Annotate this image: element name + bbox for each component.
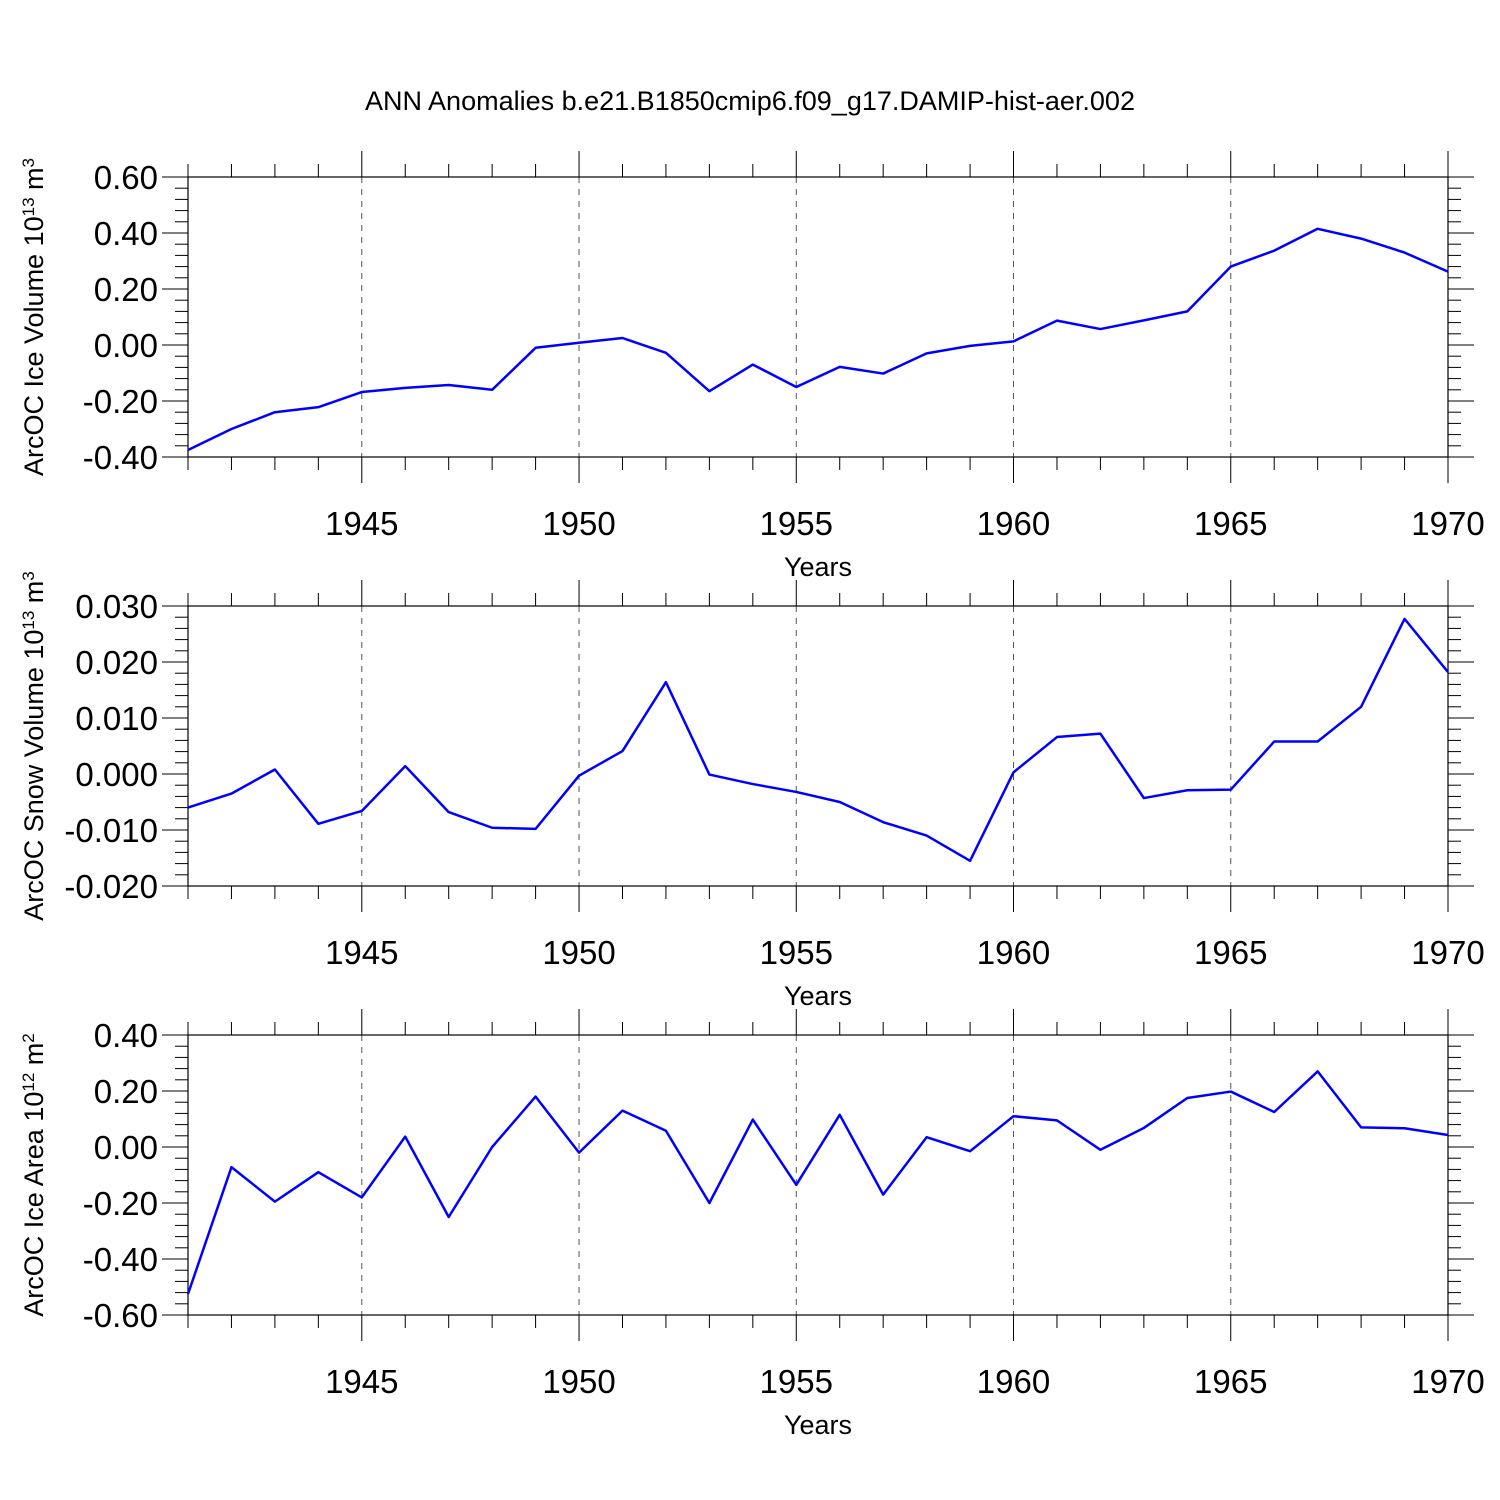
panel-2-y-axis-title: ArcOC Snow Volume 1013 m3 [19,571,50,921]
panel-2-xtick-label-1965: 1965 [1194,934,1267,971]
panel-2-xtick-label-1960: 1960 [977,934,1050,971]
panel-3-xtick-label-1965: 1965 [1194,1363,1267,1400]
panel-1-xtick-label-1970: 1970 [1411,505,1484,542]
panel-2-ytick-label-0: -0.020 [64,868,158,905]
panel-3-xtick-label-1960: 1960 [977,1363,1050,1400]
panel-3-ytick-label-0: -0.60 [83,1297,158,1334]
panel-2-xtick-label-1955: 1955 [760,934,833,971]
panel-2-ytick-label-3: 0.010 [75,700,158,737]
panel-2-ytick-label-2: 0.000 [75,756,158,793]
panel-2-xtick-label-1970: 1970 [1411,934,1484,971]
panel-1-series-line-0 [187,227,1449,452]
panel-3-ytick-label-5: 0.40 [94,1017,158,1054]
chart-title: ANN Anomalies b.e21.B1850cmip6.f09_g17.D… [365,86,1135,116]
panel-3-ytick-label-3: 0.00 [94,1129,158,1166]
panel-3-frame [187,1034,1449,1316]
panel-3-y-axis-title: ArcOC Ice Area 1012 m2 [19,1033,50,1317]
panel-1-ytick-label-3: 0.20 [94,271,158,308]
panel-3-series-line-0 [186,1070,1449,1295]
panel-2-ytick-label-4: 0.020 [75,644,158,681]
panel-3-ytick-label-4: 0.20 [94,1073,158,1110]
panel-1-ytick-label-5: 0.60 [94,159,158,196]
panel-1-ytick-label-1: -0.20 [83,383,158,420]
panel-1-ytick-label-0: -0.40 [83,439,158,476]
panel-3-xtick-label-1950: 1950 [542,1363,615,1400]
panel-1-xtick-label-1955: 1955 [760,505,833,542]
panel-1-x-axis-title: Years [784,552,852,582]
panel-1-xtick-label-1945: 1945 [325,505,398,542]
panel-1-xtick-label-1965: 1965 [1194,505,1267,542]
panel-1-y-axis-title: ArcOC Ice Volume 1013 m3 [19,158,50,476]
panel-2-xtick-label-1945: 1945 [325,934,398,971]
panel-3-ytick-label-2: -0.20 [83,1185,158,1222]
panel-2-x-axis-title: Years [784,981,852,1011]
panel-3-xtick-label-1955: 1955 [760,1363,833,1400]
panel-1-ytick-label-2: 0.00 [94,327,158,364]
panel-1-frame [187,176,1449,458]
panel-2-ytick-label-1: -0.010 [64,812,158,849]
panel-2-frame [187,605,1449,887]
panel-2-series-line-0 [187,617,1449,863]
panel-1-ytick-label-4: 0.40 [94,215,158,252]
panel-2-xtick-label-1950: 1950 [542,934,615,971]
panel-1-xtick-label-1950: 1950 [542,505,615,542]
panel-2-ytick-label-5: 0.030 [75,588,158,625]
panel-3-xtick-label-1970: 1970 [1411,1363,1484,1400]
panel-1-xtick-label-1960: 1960 [977,505,1050,542]
panel-3-ytick-label-1: -0.40 [83,1241,158,1278]
panel-3-xtick-label-1945: 1945 [325,1363,398,1400]
panel-3-x-axis-title: Years [784,1410,852,1440]
